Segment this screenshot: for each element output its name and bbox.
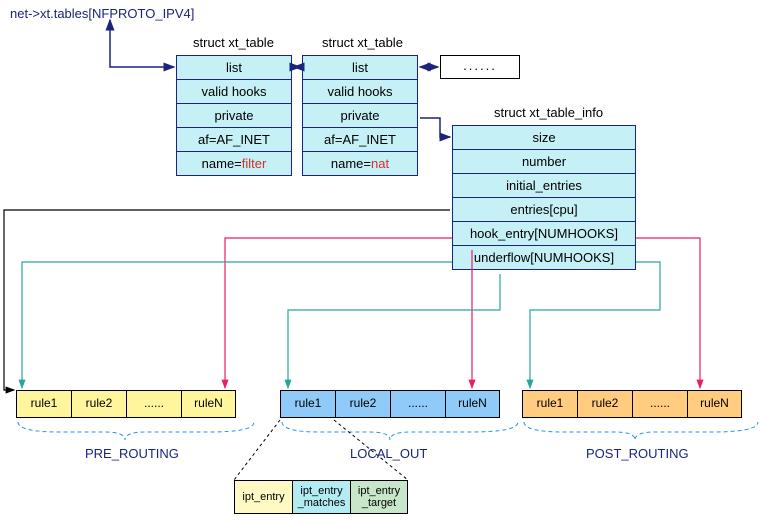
xt1-af: af=AF_INET xyxy=(177,128,291,152)
xt1-name-val: filter xyxy=(242,156,267,171)
xt2-af: af=AF_INET xyxy=(303,128,417,152)
xt-table-label-2: struct xt_table xyxy=(322,35,403,50)
xt1-valid: valid hooks xyxy=(177,80,291,104)
xt-table-info: size number initial_entries entries[cpu]… xyxy=(452,125,636,270)
ipt-matches: ipt_entry_matches xyxy=(292,480,350,514)
xt2-list: list xyxy=(303,56,417,80)
info-size: size xyxy=(453,126,635,150)
info-entries: entries[cpu] xyxy=(453,198,635,222)
info-number: number xyxy=(453,150,635,174)
o-dots: ...... xyxy=(632,390,687,418)
o-rule2: rule2 xyxy=(577,390,632,418)
xt2-name-val: nat xyxy=(371,156,389,171)
y-rule2: rule2 xyxy=(71,390,126,418)
sec-pre: PRE_ROUTING xyxy=(85,446,179,461)
rule-strip-yellow: rule1 rule2 ...... ruleN xyxy=(16,390,236,418)
xt2-valid: valid hooks xyxy=(303,80,417,104)
info-underflow: underflow[NUMHOOKS] xyxy=(453,246,635,269)
b-dots: ...... xyxy=(390,390,445,418)
y-rule1: rule1 xyxy=(16,390,71,418)
xt-info-label: struct xt_table_info xyxy=(494,105,603,120)
info-initial: initial_entries xyxy=(453,174,635,198)
y-ruleN: ruleN xyxy=(181,390,236,418)
info-hook: hook_entry[NUMHOOKS] xyxy=(453,222,635,246)
xt2-private: private xyxy=(303,104,417,128)
sec-post: POST_ROUTING xyxy=(586,446,689,461)
xt1-private: private xyxy=(177,104,291,128)
o-ruleN: ruleN xyxy=(687,390,742,418)
xt-table-label-1: struct xt_table xyxy=(193,35,274,50)
ipt-target: ipt_entry_target xyxy=(350,480,408,514)
dots-box: ...... xyxy=(440,55,520,79)
xt2-name-key: name= xyxy=(331,156,371,171)
xt1-list: list xyxy=(177,56,291,80)
b-ruleN: ruleN xyxy=(445,390,500,418)
xt2-name: name=nat xyxy=(303,152,417,175)
sec-local: LOCAL_OUT xyxy=(350,446,427,461)
b-rule2: rule2 xyxy=(335,390,390,418)
o-rule1: rule1 xyxy=(522,390,577,418)
rule-strip-orange: rule1 rule2 ...... ruleN xyxy=(522,390,742,418)
ipt-strip: ipt_entry ipt_entry_matches ipt_entry_ta… xyxy=(234,480,408,514)
b-rule1: rule1 xyxy=(280,390,335,418)
ipt-entry: ipt_entry xyxy=(234,480,292,514)
header-label: net->xt.tables[NFPROTO_IPV4] xyxy=(10,6,194,21)
y-dots: ...... xyxy=(126,390,181,418)
xt1-name: name=filter xyxy=(177,152,291,175)
rule-strip-blue: rule1 rule2 ...... ruleN xyxy=(280,390,500,418)
xt1-name-key: name= xyxy=(202,156,242,171)
xt-table-1: list valid hooks private af=AF_INET name… xyxy=(176,55,292,176)
xt-table-2: list valid hooks private af=AF_INET name… xyxy=(302,55,418,176)
